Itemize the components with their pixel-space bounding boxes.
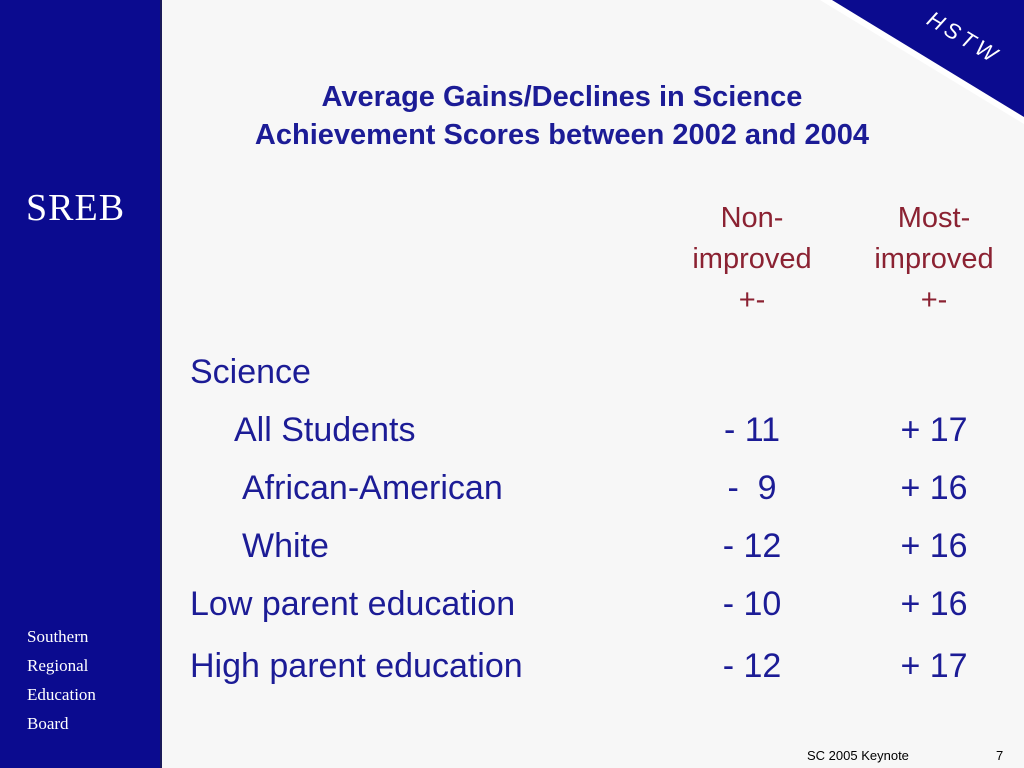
row-label-science: Science bbox=[190, 353, 311, 391]
sreb-logo: SREB bbox=[26, 187, 126, 229]
cell-non-improved: - 12 bbox=[722, 527, 782, 565]
sidebar: SREB Southern Regional Education Board bbox=[0, 0, 162, 768]
col-head-line: improved bbox=[692, 243, 812, 275]
slide-title: Average Gains/Declines in Science Achiev… bbox=[162, 78, 962, 154]
col-head-line: improved bbox=[874, 243, 994, 275]
org-line-3: Education bbox=[27, 685, 96, 704]
cell-most-improved: + 17 bbox=[900, 647, 968, 685]
col-head-line: +- bbox=[738, 284, 766, 316]
corner-badge-fill bbox=[832, 0, 1024, 117]
cell-most-improved: + 16 bbox=[900, 585, 968, 623]
org-line-2: Regional bbox=[27, 656, 89, 675]
row-label-low-parent-education: Low parent education bbox=[190, 585, 516, 623]
org-line-4: Board bbox=[27, 714, 69, 733]
title-line-2: Achievement Scores between 2002 and 2004 bbox=[254, 119, 870, 151]
cell-non-improved: - 9 bbox=[727, 469, 777, 507]
cell-most-improved: + 16 bbox=[900, 527, 968, 565]
cell-non-improved: - 12 bbox=[722, 647, 782, 685]
title-line-1: Average Gains/Declines in Science bbox=[321, 81, 803, 113]
hstw-corner-badge: HSTW bbox=[820, 0, 1024, 124]
column-header-non-improved: Non- improved +- bbox=[667, 198, 837, 321]
col-head-line: Most- bbox=[897, 202, 971, 234]
cell-non-improved: - 10 bbox=[722, 585, 782, 623]
column-header-most-improved: Most- improved +- bbox=[849, 198, 1019, 321]
row-label-african-american: African-American bbox=[242, 469, 503, 507]
row-label-white: White bbox=[242, 527, 329, 565]
row-label-high-parent-education: High parent education bbox=[190, 647, 523, 685]
org-line-1: Southern bbox=[27, 627, 89, 646]
col-head-line: +- bbox=[920, 284, 948, 316]
footer-presentation-name: SC 2005 Keynote bbox=[807, 748, 909, 763]
cell-most-improved: + 17 bbox=[900, 411, 968, 449]
organization-name: Southern Regional Education Board bbox=[27, 622, 96, 738]
footer-page-number: 7 bbox=[996, 748, 1004, 763]
cell-non-improved: - 11 bbox=[723, 411, 781, 449]
row-label-all-students: All Students bbox=[234, 411, 416, 449]
col-head-line: Non- bbox=[720, 202, 784, 234]
cell-most-improved: + 16 bbox=[900, 469, 968, 507]
